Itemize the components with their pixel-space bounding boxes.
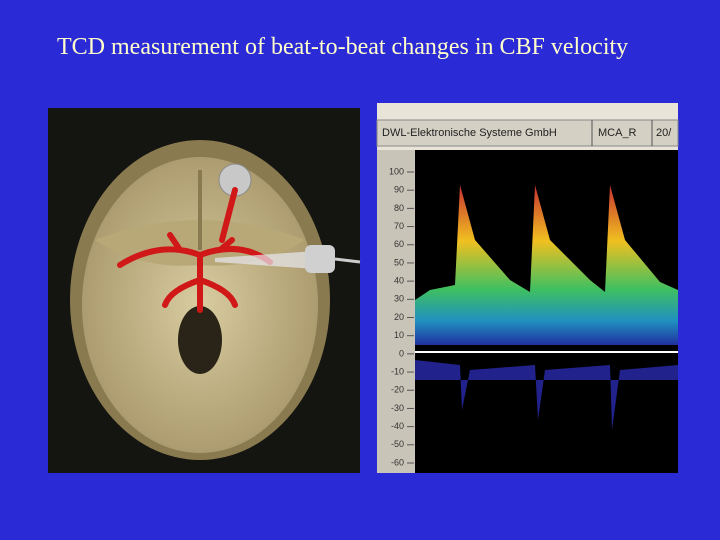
velocity-axis-label: 30 [394, 294, 404, 304]
velocity-axis-label: 90 [394, 185, 404, 195]
velocity-axis-label: 70 [394, 221, 404, 231]
velocity-axis-label: 80 [394, 203, 404, 213]
velocity-axis-label: -30 [391, 403, 404, 413]
velocity-axis-label: -40 [391, 421, 404, 431]
velocity-axis-label: 100 [389, 166, 404, 176]
velocity-axis-label: 60 [394, 239, 404, 249]
velocity-axis-label: -60 [391, 457, 404, 467]
velocity-axis-label: -50 [391, 439, 404, 449]
screen-header-text: DWL-Elektronische Systeme GmbH [382, 127, 557, 139]
screen-header-text: 20/ [656, 127, 672, 139]
velocity-axis-label: 40 [394, 276, 404, 286]
doppler-screen [376, 103, 679, 473]
screen-header-text: MCA_R [598, 127, 637, 139]
velocity-axis-label: 50 [394, 257, 404, 267]
velocity-axis-label: -10 [391, 366, 404, 376]
velocity-axis-label: 20 [394, 312, 404, 322]
velocity-axis-label: -20 [391, 385, 404, 395]
velocity-axis-label: 10 [394, 330, 404, 340]
slide-title: TCD measurement of beat-to-beat changes … [57, 34, 629, 60]
velocity-axis-label: 0 [399, 348, 404, 358]
skull-illustration [48, 108, 361, 473]
